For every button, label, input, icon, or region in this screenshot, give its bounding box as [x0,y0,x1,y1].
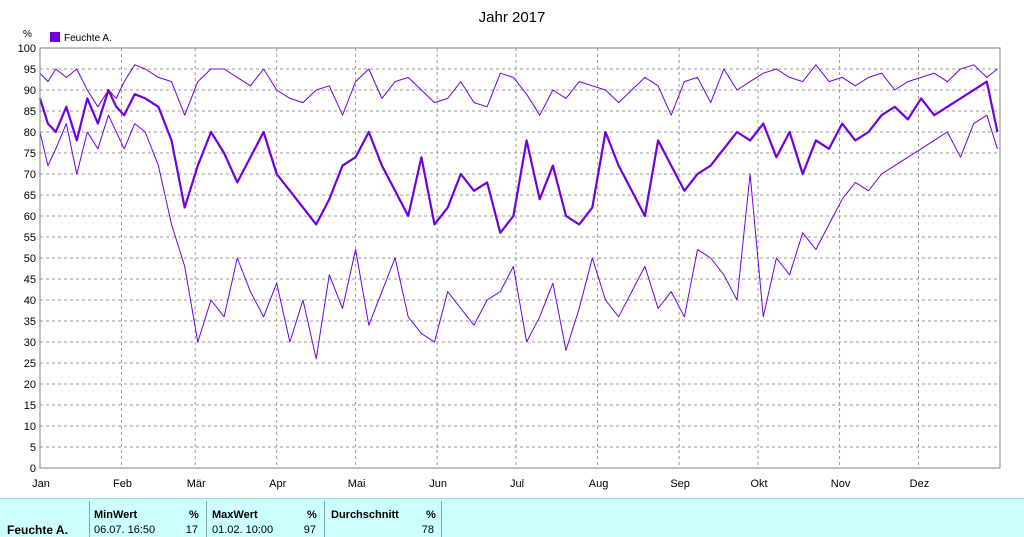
y-tick-label: 10 [24,421,36,433]
y-tick-label: 50 [24,253,36,265]
avg-header: Durchschnitt [331,509,399,521]
y-tick-label: 65 [24,190,36,202]
y-tick-label: 0 [30,463,36,475]
x-tick-label: Jun [429,478,447,490]
max-header: MaxWert [212,509,258,521]
x-tick-label: Okt [750,478,767,490]
x-tick-label: Jan [32,478,50,490]
max-time: 01.02. 10:00 [212,524,274,536]
y-tick-label: 60 [24,211,36,223]
y-tick-label: 15 [24,400,36,412]
y-tick-label: 85 [24,106,36,118]
legend-label: Feuchte A. [64,33,112,44]
y-axis-unit: % [23,29,32,40]
x-tick-label: Nov [831,478,851,490]
y-tick-label: 45 [24,274,36,286]
y-tick-label: 35 [24,316,36,328]
avg-value: 78 [421,524,434,536]
x-tick-label: Mai [348,478,366,490]
series-layer [38,64,999,360]
plot-frame [39,47,1001,469]
y-tick-label: 40 [24,295,36,307]
y-tick-label: 95 [24,64,36,76]
min-header: MinWert [94,509,138,521]
y-tick-label: 25 [24,358,36,370]
humidity-chart: Jahr 2017 % Feuchte A. 0 5 10 15 20 25 30 35 40 4… [18,9,1001,490]
chart-area: Jahr 2017 % Feuchte A. 0 5 10 15 20 25 30 35 40 4… [18,9,1001,490]
x-tick-label: Aug [589,478,609,490]
x-tick-labels: Jan Feb Mär Apr Mai Jun Jul Aug Sep Okt Nov Dez [32,478,929,490]
min-unit: % [189,509,199,521]
grid-layer [40,48,1000,468]
y-tick-label: 20 [24,379,36,391]
divider [89,501,90,537]
x-tick-label: Mär [187,478,206,490]
series-line-daily-mean [38,80,999,234]
divider [441,501,442,537]
y-tick-label: 100 [18,43,36,55]
avg-unit: % [426,509,436,521]
stats-series-name: Feuchte A. [7,523,68,537]
x-tick-label: Jul [510,478,524,490]
series-line-daily-max [39,64,998,116]
y-tick-label: 5 [30,442,36,454]
y-tick-label: 30 [24,337,36,349]
y-tick-labels: 0 5 10 15 20 25 30 35 40 45 50 55 60 65 70 75 80 85 90 95 10… [18,43,36,475]
legend-swatch [50,32,60,42]
max-value: 97 [303,524,316,536]
x-tick-label: Apr [269,478,286,490]
y-tick-label: 55 [24,232,36,244]
divider [206,501,207,537]
x-tick-label: Feb [113,478,132,490]
min-time: 06.07. 16:50 [94,524,156,536]
statistics-bar: Feuchte A. MinWert % 06.07. 16:50 17 Max… [0,498,1024,537]
min-value: 17 [185,524,198,536]
y-tick-label: 80 [24,127,36,139]
y-tick-label: 70 [24,169,36,181]
x-tick-label: Dez [910,478,930,490]
max-unit: % [307,509,317,521]
chart-title: Jahr 2017 [479,9,546,26]
divider [324,501,325,537]
y-tick-label: 90 [24,85,36,97]
series-line-daily-min [39,114,998,360]
y-tick-label: 75 [24,148,36,160]
x-tick-label: Sep [670,478,690,490]
